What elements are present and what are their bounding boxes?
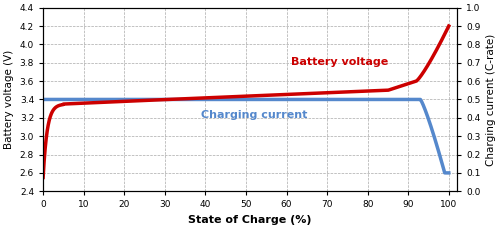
Text: Charging current: Charging current — [201, 110, 307, 120]
Y-axis label: Battery voltage (V): Battery voltage (V) — [4, 50, 14, 149]
X-axis label: State of Charge (%): State of Charge (%) — [188, 215, 312, 225]
Text: Battery voltage: Battery voltage — [290, 57, 388, 67]
Y-axis label: Charging current (C-rate): Charging current (C-rate) — [486, 33, 496, 166]
